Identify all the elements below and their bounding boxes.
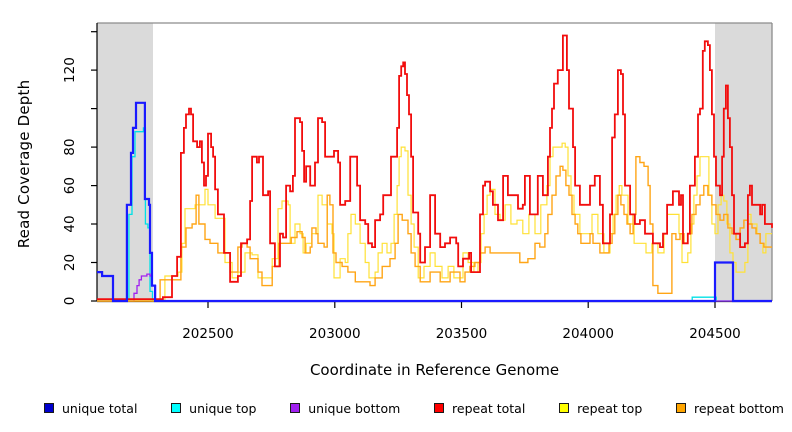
series-group [97, 34, 773, 303]
x-axis-title: Coordinate in Reference Genome [309, 361, 560, 379]
legend-label-repeat-bottom: repeat bottom [694, 400, 784, 416]
x-tick-label-204500: 204500 [689, 326, 741, 342]
x-tick-label-202500: 202500 [182, 326, 234, 342]
y-axis-title: Read Coverage Depth [15, 79, 33, 249]
legend-label-unique-total: unique total [62, 400, 138, 416]
legend-item-unique-top: unique top [171, 401, 256, 416]
legend-item-unique-total: unique total [44, 401, 137, 416]
series-path-unique-total [97, 101, 772, 303]
x-tick-label-204000: 204000 [562, 326, 614, 342]
legend-swatch-unique-total [44, 403, 54, 413]
legend-item-repeat-total: repeat total [434, 401, 525, 416]
legend-label-repeat-top: repeat top [577, 400, 643, 416]
legend-label-unique-top: unique top [189, 400, 257, 416]
series-path-repeat-total [97, 34, 773, 300]
shaded-region-1 [97, 23, 153, 301]
series-path-repeat-bottom [97, 156, 772, 302]
legend-swatch-unique-bottom [290, 403, 301, 413]
series-path-unique-bottom [97, 273, 772, 302]
legend-swatch-repeat-bottom [676, 403, 686, 413]
y-tick-label-40: 40 [62, 215, 78, 232]
legend-item-repeat-bottom: repeat bottom [676, 401, 784, 416]
y-tick-label-20: 20 [62, 254, 78, 271]
legend-label-unique-bottom: unique bottom [308, 400, 401, 416]
legend-swatch-repeat-top [559, 403, 570, 413]
y-tick-label-120: 120 [62, 57, 78, 83]
legend-item-unique-bottom: unique bottom [290, 401, 400, 416]
x-tick-label-203500: 203500 [436, 326, 488, 342]
legend-item-repeat-top: repeat top [559, 401, 642, 416]
y-tick-label-0: 0 [62, 297, 78, 306]
legend-swatch-repeat-total [434, 403, 445, 413]
legend-label-repeat-total: repeat total [452, 400, 526, 416]
y-tick-label-80: 80 [62, 139, 78, 156]
shaded-region-2 [715, 23, 772, 301]
legend-swatch-unique-top [171, 403, 182, 413]
y-tick-label-60: 60 [62, 177, 78, 194]
legend: unique total unique top unique bottom repea… [44, 398, 784, 418]
x-tick-label-203000: 203000 [309, 326, 361, 342]
